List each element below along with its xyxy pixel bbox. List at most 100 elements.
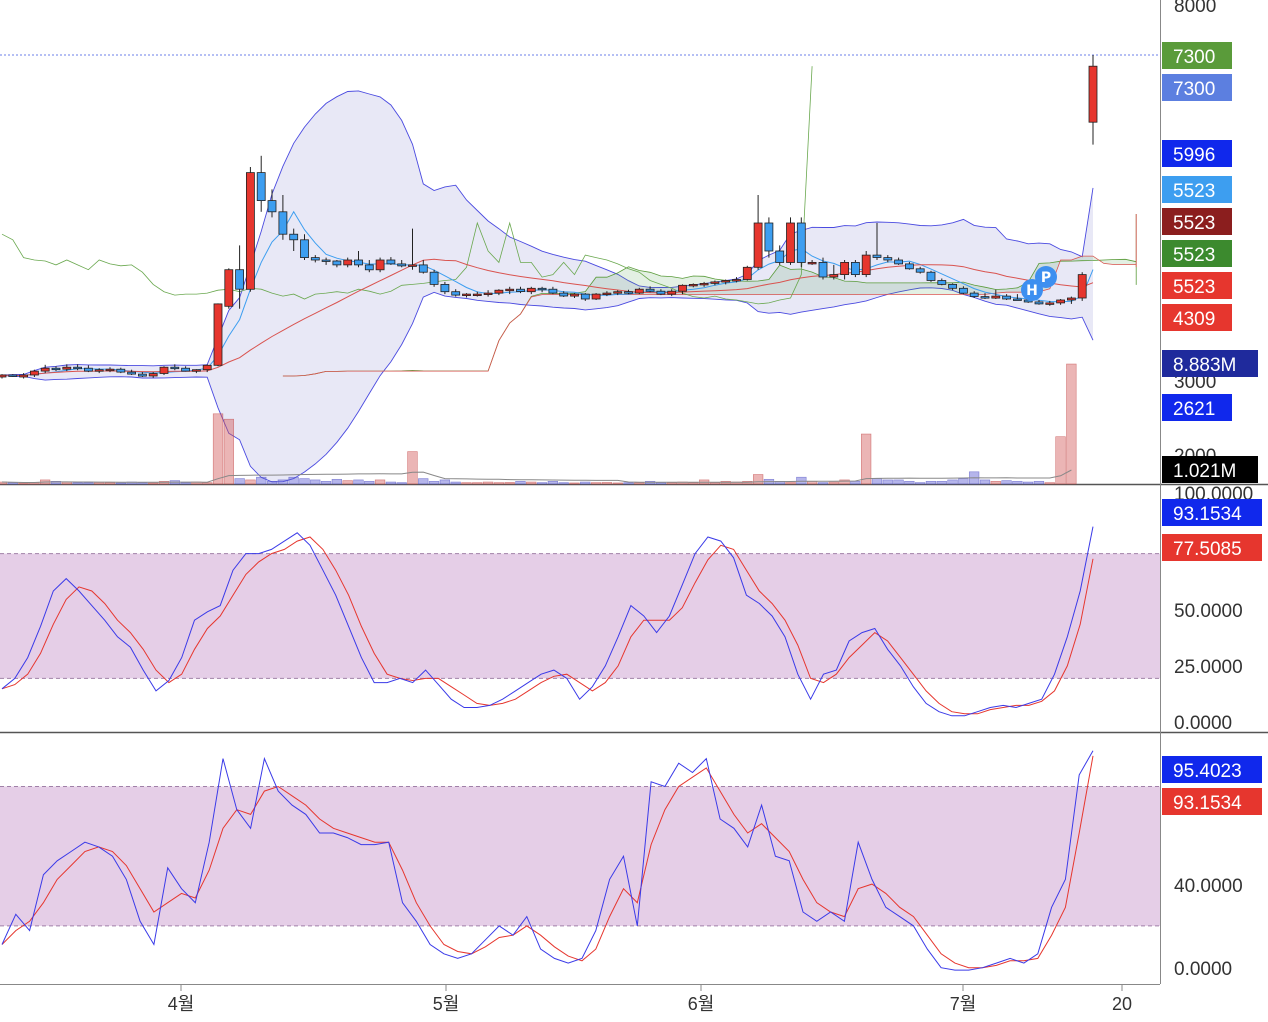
volume-bar xyxy=(893,479,904,485)
svg-text:77.5085: 77.5085 xyxy=(1173,539,1242,560)
candle-body xyxy=(321,259,331,262)
candle-body xyxy=(440,283,450,293)
candle-body xyxy=(559,292,569,297)
candle-body xyxy=(375,259,385,271)
volume-bar xyxy=(601,482,612,485)
candle-body xyxy=(872,254,882,258)
stoch2-band xyxy=(0,786,1160,926)
volume-bar xyxy=(590,482,602,485)
volume-bar xyxy=(288,476,299,485)
volume-bar xyxy=(450,481,461,485)
volume-bar xyxy=(612,482,623,485)
volume-bar xyxy=(904,480,915,485)
candle-body xyxy=(116,368,126,373)
volume-bar xyxy=(990,480,1001,485)
month-label-may: 5월 xyxy=(433,994,460,1014)
candle-body xyxy=(245,172,255,290)
volume-bar xyxy=(752,474,764,485)
candle-body xyxy=(429,271,439,285)
volume-bar xyxy=(310,479,321,485)
candle-body xyxy=(483,292,493,296)
volume-bar xyxy=(418,478,429,485)
candle-body xyxy=(796,222,806,263)
badge-stoch2-d: 93.1534 xyxy=(1162,788,1262,815)
candle-body xyxy=(40,367,50,372)
volume-bar xyxy=(925,480,937,485)
candle-body xyxy=(1045,302,1055,305)
marker-p[interactable]: P xyxy=(1035,266,1057,288)
marker-h[interactable]: H xyxy=(1021,279,1043,301)
volume-bar xyxy=(320,480,332,485)
volume-bar xyxy=(353,479,364,485)
volume-bar xyxy=(364,480,375,485)
candle-body xyxy=(699,282,709,286)
volume-bar xyxy=(137,482,148,485)
volume-bar xyxy=(245,479,256,485)
volume-bar xyxy=(212,413,224,485)
candle-body xyxy=(451,291,461,296)
volume-bar xyxy=(871,478,883,485)
svg-text:4309: 4309 xyxy=(1173,309,1215,330)
candle-body xyxy=(915,268,925,273)
badge-ma-red: 5523 xyxy=(1162,272,1232,299)
candle-body xyxy=(137,373,147,377)
candle-body xyxy=(62,366,72,370)
candle-body xyxy=(980,296,990,299)
volume-bar xyxy=(796,476,807,485)
price-tick-3000: 3000 xyxy=(1174,372,1216,393)
stoch2-d-line xyxy=(1,755,1094,969)
volume-bar xyxy=(94,482,105,485)
volume-bar xyxy=(148,482,159,485)
candle-body xyxy=(343,259,353,266)
volume-bar xyxy=(1033,480,1045,485)
svg-text:93.1534: 93.1534 xyxy=(1173,504,1242,525)
candle-body xyxy=(505,288,515,292)
badge-ma-darkred: 5523 xyxy=(1162,208,1232,235)
volume-bar xyxy=(839,479,850,485)
volume-bar xyxy=(180,482,191,485)
candle-body xyxy=(656,290,666,295)
badge-stoch2-k: 95.4023 xyxy=(1162,756,1262,783)
volume-bar xyxy=(947,479,958,485)
volume-bar xyxy=(547,480,558,485)
candle-body xyxy=(213,303,223,366)
volume-bar xyxy=(256,476,267,485)
candle-body xyxy=(634,288,644,294)
badge-last-blue: 7300 xyxy=(1162,74,1232,101)
candle-body xyxy=(105,368,115,372)
candle-body xyxy=(94,369,104,372)
stoch1-k-line xyxy=(1,526,1094,717)
volume-bar xyxy=(504,482,515,485)
volume-bar xyxy=(18,482,29,485)
candle-body xyxy=(418,264,428,273)
candle-body xyxy=(591,293,601,300)
candle-body xyxy=(732,279,741,282)
svg-text:93.1534: 93.1534 xyxy=(1173,793,1242,814)
candle-body xyxy=(580,293,590,300)
volume-bar xyxy=(234,478,245,485)
candle-body xyxy=(84,367,93,372)
svg-text:95.4023: 95.4023 xyxy=(1173,761,1242,782)
candle-body xyxy=(602,292,612,296)
volume-bar xyxy=(1012,480,1023,485)
volume-bar xyxy=(342,480,353,485)
candle-body xyxy=(678,284,687,292)
candle-body xyxy=(959,287,968,294)
candle-body xyxy=(710,281,720,284)
bollinger-upper-line xyxy=(1,90,1094,376)
volume-bar xyxy=(493,482,504,485)
candle-body xyxy=(969,292,979,297)
candle-body xyxy=(775,250,785,263)
stoch1-d-line xyxy=(1,536,1094,715)
volume-bar xyxy=(472,482,483,485)
volume-bar xyxy=(72,482,83,485)
volume-bar xyxy=(709,482,721,485)
svg-text:1.021M: 1.021M xyxy=(1173,461,1236,482)
candle-body xyxy=(191,369,201,372)
candle-body xyxy=(764,222,774,252)
volume-bar xyxy=(407,451,418,485)
volume-bar xyxy=(374,479,386,485)
svg-text:H: H xyxy=(1026,283,1038,299)
candle-body xyxy=(472,293,482,297)
